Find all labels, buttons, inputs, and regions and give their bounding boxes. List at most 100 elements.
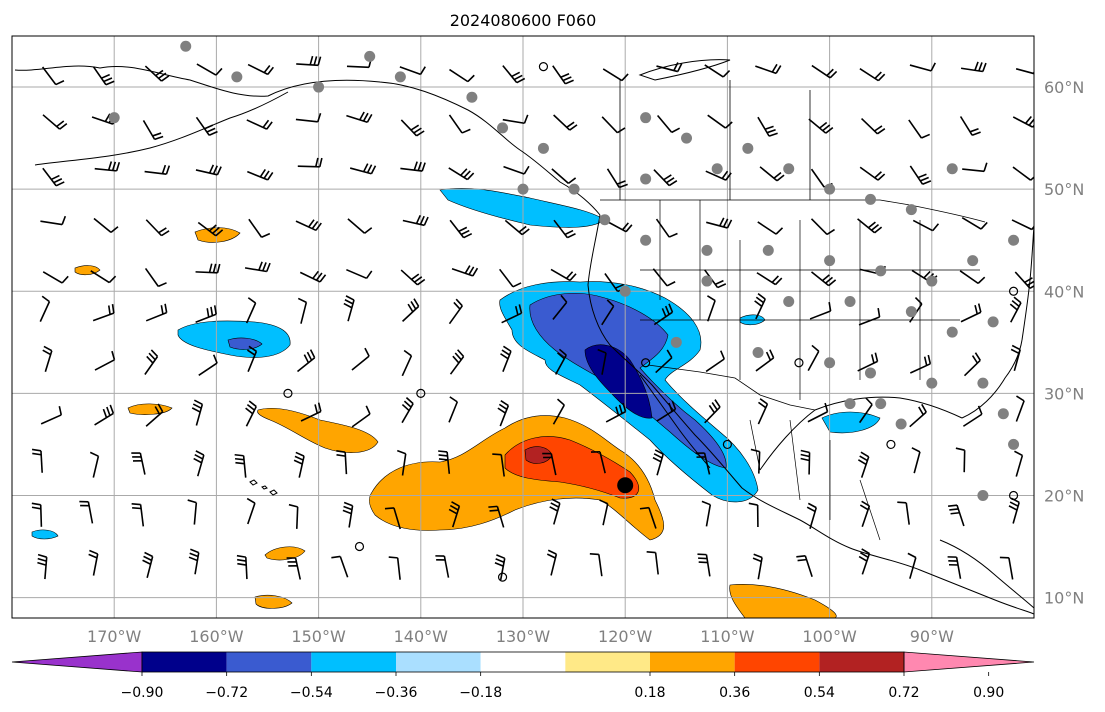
wind-barb (859, 166, 886, 181)
wind-barb (754, 293, 766, 320)
map-plot-area (12, 36, 1034, 618)
wind-barb (488, 505, 505, 528)
station-dot (394, 71, 406, 83)
colorbar-tick-label: 0.72 (888, 685, 919, 701)
wind-barb (807, 402, 829, 423)
wind-barb (502, 65, 526, 84)
wind-barb (748, 502, 759, 528)
aleutian-chain (34, 91, 289, 166)
wind-barb (288, 503, 299, 529)
colorbar-swatch (142, 652, 227, 672)
wind-barb (195, 116, 218, 137)
wind-barb (503, 165, 530, 175)
wind-barb (1014, 450, 1024, 477)
colorbar-tick-label: 0.36 (719, 685, 750, 701)
wind-barb (897, 501, 910, 525)
wind-barb (546, 549, 558, 576)
wind-barb (961, 217, 988, 230)
wind-barb (807, 344, 820, 371)
wind-barb (1011, 219, 1034, 231)
wind-barb (606, 220, 633, 233)
station-dot (926, 275, 938, 287)
wind-barb (388, 556, 401, 580)
colorbar-tick-labels: −0.90 −0.72 −0.54 −0.36 −0.18 0.18 0.36 0.54 0.7… (121, 672, 1004, 701)
wind-barb (756, 272, 783, 286)
station-dot (517, 183, 529, 195)
wind-barb (299, 270, 327, 283)
wind-barb (448, 298, 463, 325)
wind-barb (701, 500, 712, 527)
wind-barb (500, 345, 512, 373)
wind-barb (37, 553, 48, 580)
wind-barb (912, 219, 940, 232)
shaded-field (31, 188, 881, 618)
colorbar-swatch (565, 652, 650, 672)
wind-barb (1008, 497, 1020, 524)
station-dot (824, 255, 836, 267)
colorbar-tick-label: 0.54 (804, 685, 835, 701)
wind-barb (89, 451, 100, 478)
wind-barb (42, 345, 53, 373)
wind-barb (589, 552, 603, 577)
wind-barb (342, 501, 354, 528)
wind-barb (90, 270, 117, 284)
latitude-label: 20°N (1044, 486, 1084, 505)
station-dot (967, 255, 979, 267)
alaska-coast (14, 65, 601, 216)
wind-barb (145, 219, 170, 237)
station-dot (108, 112, 120, 124)
station-dot (599, 214, 611, 226)
wind-barb (861, 117, 886, 135)
wind-barb (1012, 166, 1034, 181)
wind-barb (704, 399, 721, 424)
wind-barb (349, 163, 377, 175)
wind-barb (1010, 344, 1021, 372)
colorbar-tick-label: −0.36 (375, 685, 418, 701)
wind-barb (542, 452, 557, 476)
wind-barb (145, 303, 168, 322)
wind-barb (198, 354, 218, 376)
wind-barb (195, 305, 217, 323)
wind-barb (504, 219, 530, 236)
wind-barb (144, 267, 167, 288)
wind-barb (448, 114, 471, 134)
longitude-label: 110°W (700, 627, 755, 646)
colorbar-extend-low (11, 651, 143, 673)
station-dot (364, 50, 376, 62)
station-dot (783, 295, 795, 307)
colorbar (11, 651, 1035, 673)
wind-barb (697, 553, 711, 577)
wind-barb (757, 398, 769, 425)
station-dot (875, 398, 887, 410)
wind-barb (552, 65, 574, 85)
station-ring (354, 541, 365, 552)
wind-barb (707, 114, 733, 129)
wind-barb (757, 116, 778, 137)
wind-barb (655, 349, 673, 374)
station-dot (844, 295, 856, 307)
wind-barb (400, 269, 426, 286)
wind-barb (499, 268, 522, 288)
wind-barb (92, 304, 115, 322)
wind-barb (42, 271, 69, 284)
station-ring (416, 388, 426, 398)
positive-anomaly-small (264, 546, 306, 561)
station-dot (619, 285, 631, 297)
station-dot (946, 163, 958, 175)
positive-anomaly-small (254, 594, 293, 609)
colorbar-tick-label: 0.90 (973, 685, 1004, 701)
wind-barb (247, 63, 274, 76)
colorbar-swatch (396, 652, 481, 672)
wind-barb (144, 65, 170, 82)
station-dot (926, 377, 938, 389)
colorbar-swatch (226, 652, 312, 672)
station-dot (824, 183, 836, 195)
wind-barb (809, 302, 832, 320)
wind-barb (704, 64, 731, 78)
wind-barb (297, 297, 308, 324)
wind-barb (196, 63, 223, 76)
station-ring (722, 439, 733, 450)
wind-barb (601, 299, 615, 326)
wind-barb (857, 451, 870, 478)
wind-barb (907, 552, 917, 579)
